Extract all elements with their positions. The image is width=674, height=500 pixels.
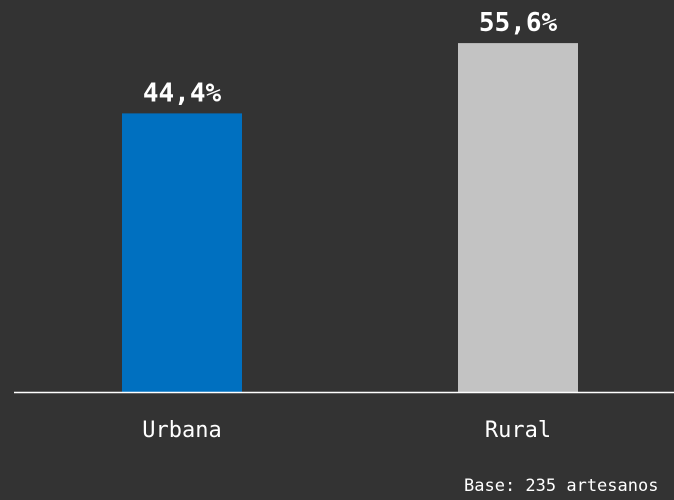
bar-rural bbox=[458, 43, 578, 392]
category-labels-group: Urbana Rural bbox=[142, 418, 551, 443]
bars-group bbox=[122, 43, 578, 392]
category-label-urbana: Urbana bbox=[142, 418, 221, 443]
value-label-rural: 55,6% bbox=[479, 8, 558, 38]
category-label-rural: Rural bbox=[485, 418, 551, 443]
bar-urbana bbox=[122, 113, 242, 392]
base-footnote: Base: 235 artesanos bbox=[464, 476, 659, 496]
value-label-urbana: 44,4% bbox=[143, 78, 222, 108]
value-labels-group: 44,4% 55,6% bbox=[143, 8, 558, 108]
